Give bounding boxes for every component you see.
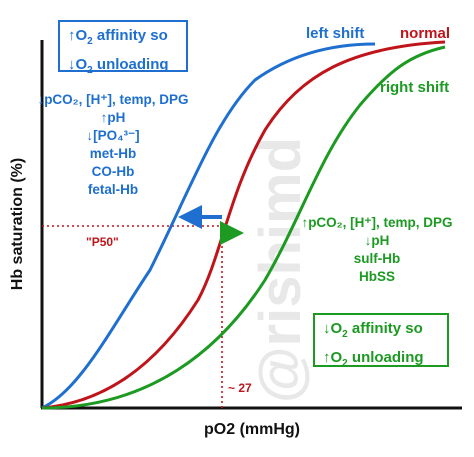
y-axis-title: Hb saturation (%)	[9, 158, 26, 290]
left-factor-line-4: met-Hb	[90, 146, 137, 161]
p50-value-label: ~ 27	[228, 381, 252, 395]
right-factor-line-2: ↓pH	[365, 233, 390, 248]
left-factor-line-6: fetal-Hb	[88, 182, 138, 197]
left-factor-line-5: CO-Hb	[92, 164, 135, 179]
left-factor-line-2: ↑pH	[101, 110, 126, 125]
p50-label: "P50"	[86, 235, 119, 249]
increased-unloading-line: ↑O2 unloading	[323, 349, 424, 369]
curve-left-shift	[41, 42, 376, 410]
series-label-normal: normal	[400, 25, 450, 42]
curve-right-shift	[41, 45, 446, 410]
series-label-left-shift: left shift	[306, 25, 364, 42]
left-factor-line-3: ↓[PO₄³⁻]	[86, 128, 139, 143]
watermark: @rishimd	[248, 137, 313, 403]
increased-affinity-box: ↑O2 affinity so ↓O2 unloading	[58, 20, 188, 76]
right-factor-line-4: HbSS	[359, 269, 395, 284]
right-factor-line-1: ↑pCO₂, [H⁺], temp, DPG	[301, 215, 452, 230]
decreased-unloading-line: ↓O2 unloading	[68, 56, 169, 76]
x-axis-title: pO2 (mmHg)	[204, 421, 300, 438]
decreased-affinity-box: ↓O2 affinity so ↑O2 unloading	[313, 313, 449, 369]
right-factor-line-3: sulf-Hb	[354, 251, 401, 266]
decreased-affinity-line: ↓O2 affinity so	[323, 320, 423, 340]
series-label-right-shift: right shift	[380, 79, 449, 96]
left-factor-line-1: ↓pCO₂, [H⁺], temp, DPG	[37, 92, 188, 107]
increased-affinity-line: ↑O2 affinity so	[68, 27, 168, 47]
